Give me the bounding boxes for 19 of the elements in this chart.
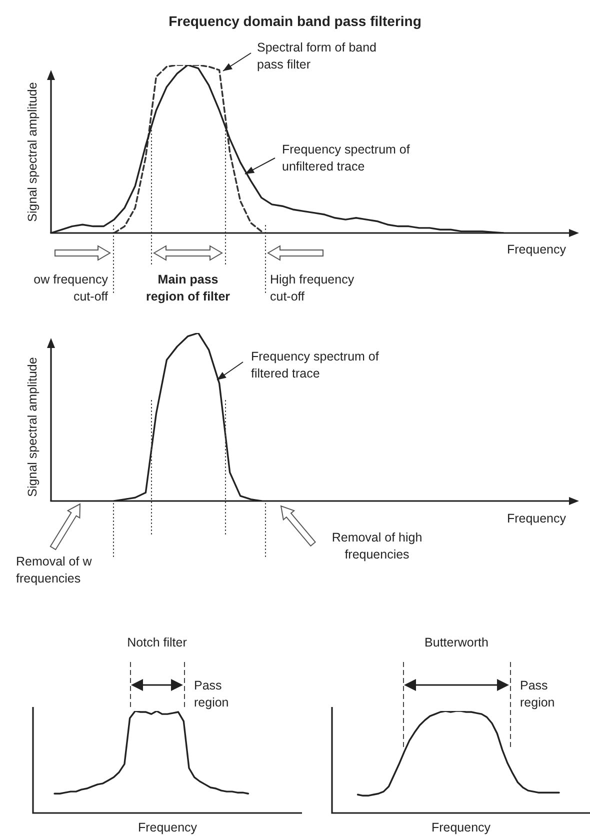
chart-title: Butterworth bbox=[424, 635, 489, 650]
y-axis-title: Signal spectral amplitude bbox=[25, 82, 40, 222]
text: ow frequency cut-off bbox=[34, 272, 109, 304]
text: Removal of w frequencies bbox=[16, 554, 93, 586]
text: Removal of high frequencies bbox=[332, 530, 422, 562]
y-axis-title: Signal spectral amplitude bbox=[25, 357, 40, 497]
x-axis-title: Frequency bbox=[138, 820, 198, 834]
text: Pass region bbox=[520, 678, 555, 710]
annotation: Frequency spectrum of unfiltered trace bbox=[282, 142, 410, 174]
text: High frequency cut-off bbox=[270, 272, 355, 304]
annotation: Spectral form of band pass filter bbox=[257, 40, 377, 72]
text: Main pass region of filter bbox=[146, 272, 230, 304]
annotation: Frequency spectrum of filtered trace bbox=[251, 349, 380, 380]
chart-title: Frequency domain band pass filtering bbox=[168, 12, 422, 29]
x-axis-title: Frequency bbox=[431, 820, 492, 834]
x-axis-title: Frequency bbox=[506, 242, 567, 256]
chart-title: Notch filter bbox=[127, 635, 187, 650]
text: Pass region bbox=[194, 678, 229, 710]
x-axis-title: Frequency bbox=[506, 511, 567, 526]
